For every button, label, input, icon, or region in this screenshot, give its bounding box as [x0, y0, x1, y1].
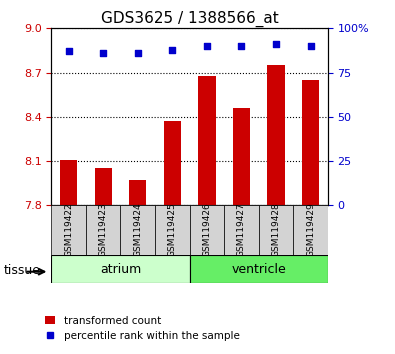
Text: GSM119424: GSM119424: [133, 203, 142, 257]
Point: [307, 43, 314, 49]
Bar: [302, 80, 319, 205]
Title: GDS3625 / 1388566_at: GDS3625 / 1388566_at: [101, 11, 278, 27]
Text: GSM119428: GSM119428: [271, 203, 280, 257]
Point: [135, 50, 141, 56]
Text: GSM119423: GSM119423: [99, 203, 108, 257]
Bar: [267, 65, 285, 205]
Bar: [60, 160, 77, 205]
Bar: [129, 180, 147, 205]
Bar: [233, 108, 250, 205]
Text: atrium: atrium: [100, 263, 141, 275]
Point: [100, 50, 106, 56]
Text: GSM119425: GSM119425: [168, 203, 177, 257]
Bar: [224, 205, 259, 255]
Bar: [259, 205, 293, 255]
Bar: [293, 205, 328, 255]
Point: [238, 43, 245, 49]
Text: GSM119422: GSM119422: [64, 203, 73, 257]
Bar: [51, 255, 190, 283]
Text: GSM119427: GSM119427: [237, 203, 246, 257]
Bar: [190, 255, 328, 283]
Point: [204, 43, 210, 49]
Bar: [190, 205, 224, 255]
Text: GSM119429: GSM119429: [306, 203, 315, 257]
Bar: [94, 169, 112, 205]
Point: [66, 48, 72, 54]
Bar: [120, 205, 155, 255]
Text: GSM119426: GSM119426: [202, 203, 211, 257]
Bar: [155, 205, 190, 255]
Legend: transformed count, percentile rank within the sample: transformed count, percentile rank withi…: [41, 312, 244, 345]
Bar: [51, 205, 86, 255]
Bar: [164, 121, 181, 205]
Text: ventricle: ventricle: [231, 263, 286, 275]
Bar: [198, 75, 216, 205]
Text: tissue: tissue: [4, 264, 41, 277]
Point: [273, 41, 279, 47]
Bar: [86, 205, 120, 255]
Point: [169, 47, 175, 52]
